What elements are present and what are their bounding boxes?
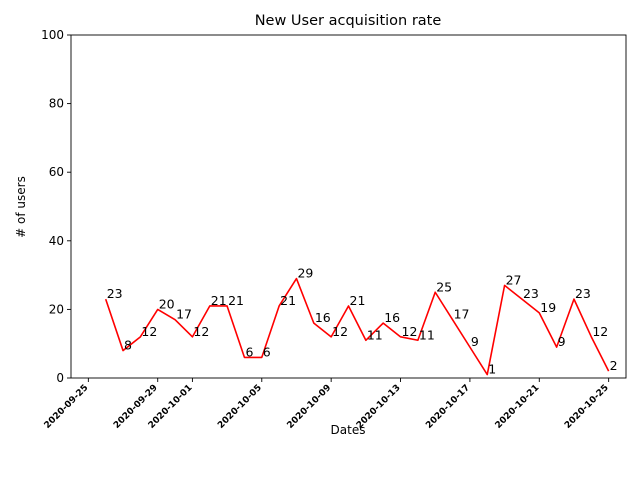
axes [70, 34, 627, 379]
data-label: 12 [193, 324, 209, 339]
x-tick-label: 2020-10-17 [424, 383, 472, 431]
y-tick-label: 80 [49, 97, 64, 111]
data-label: 21 [211, 293, 227, 308]
data-label: 6 [245, 344, 253, 359]
data-label: 8 [124, 338, 132, 353]
y-tick-label: 100 [41, 28, 64, 42]
data-label: 17 [454, 307, 470, 322]
data-label: 21 [228, 293, 244, 308]
x-tick-label: 2020-10-21 [494, 383, 542, 431]
y-tick-label: 20 [49, 302, 64, 316]
data-label: 25 [436, 279, 452, 294]
series-layer [104, 277, 610, 376]
y-ticks: 0 20 40 60 80 100 [41, 28, 71, 385]
y-tick-label: 60 [49, 165, 64, 179]
x-tick-label: 2020-10-13 [355, 383, 403, 431]
data-label: 23 [575, 286, 591, 301]
x-tick-label: 2020-10-09 [285, 383, 333, 431]
data-label: 23 [107, 286, 123, 301]
data-label: 9 [558, 334, 566, 349]
x-axis-label: Dates [331, 423, 366, 437]
chart-title: New User acquisition rate [255, 13, 442, 29]
x-tick-label: 2020-09-25 [43, 383, 91, 431]
data-label: 6 [263, 344, 271, 359]
data-label: 16 [384, 310, 400, 325]
data-label: 23 [523, 286, 539, 301]
y-axis-label: # of users [14, 176, 28, 238]
plot-frame [70, 34, 627, 379]
data-label: 12 [332, 324, 348, 339]
data-label: 19 [540, 300, 556, 315]
x-tick-label: 2020-10-05 [216, 383, 264, 431]
data-label: 17 [176, 307, 192, 322]
data-label: 12 [402, 324, 418, 339]
x-tick-label: 2020-10-25 [563, 383, 611, 431]
data-label: 16 [315, 310, 331, 325]
data-label: 1 [488, 362, 496, 377]
data-label: 2 [610, 358, 618, 373]
data-label: 29 [297, 266, 313, 281]
data-label: 11 [367, 327, 383, 342]
series-line [104, 277, 610, 376]
data-label: 12 [141, 324, 157, 339]
data-label: 20 [159, 296, 175, 311]
y-tick-label: 40 [49, 234, 64, 248]
y-tick-label: 0 [56, 371, 64, 385]
data-label: 11 [419, 327, 435, 342]
data-label: 21 [280, 293, 296, 308]
data-label: 21 [350, 293, 366, 308]
data-label: 9 [471, 334, 479, 349]
data-label: 12 [592, 324, 608, 339]
data-label: 27 [506, 272, 522, 287]
